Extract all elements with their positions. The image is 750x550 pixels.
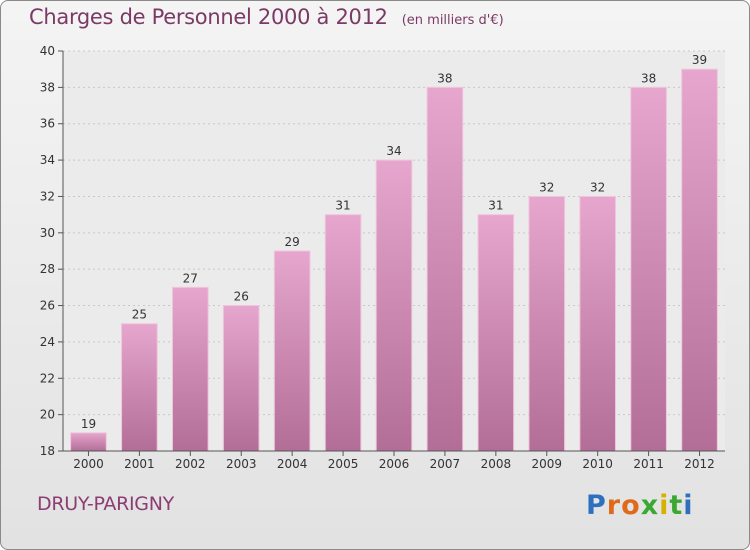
x-tick-label: 2011 — [633, 457, 664, 471]
bar-value-label: 27 — [183, 271, 198, 285]
y-tick-label: 24 — [40, 335, 55, 349]
bar — [681, 68, 718, 452]
y-tick-label: 22 — [40, 371, 55, 385]
x-tick-label: 2002 — [175, 457, 206, 471]
bar-value-label: 38 — [437, 71, 452, 85]
chart-subtitle: (en milliers d'€) — [401, 13, 504, 28]
y-tick-label: 20 — [40, 408, 55, 422]
bar-value-label: 32 — [539, 180, 554, 194]
logo-letter: x — [640, 490, 660, 521]
bar — [121, 323, 158, 452]
y-tick-label: 36 — [40, 117, 55, 131]
bar-value-label: 34 — [386, 144, 401, 158]
x-tick-label: 2008 — [481, 457, 512, 471]
x-tick-label: 2009 — [531, 457, 562, 471]
bar — [579, 195, 617, 452]
bar-value-label: 19 — [81, 417, 96, 431]
bar — [273, 250, 311, 452]
bar-value-label: 38 — [641, 71, 656, 85]
x-tick-label: 2001 — [124, 457, 155, 471]
x-tick-label: 2007 — [430, 457, 461, 471]
bar — [324, 214, 362, 452]
y-axis-ticks: 18 20 22 24 26 28 30 32 34 36 38 40 — [40, 44, 63, 458]
bar — [375, 159, 413, 452]
proxiti-logo: Proxiti — [586, 490, 694, 521]
bar — [477, 214, 515, 452]
logo-letter: r — [606, 490, 622, 521]
bar-value-label: 26 — [234, 290, 249, 304]
y-tick-label: 34 — [40, 153, 55, 167]
bar-value-label: 29 — [285, 235, 300, 249]
bars: 19 25 27 26 29 31 34 38 31 32 32 38 39 — [70, 53, 718, 452]
y-tick-label: 38 — [40, 80, 55, 94]
commune-name: DRUY-PARIGNY — [37, 493, 174, 515]
x-tick-label: 2006 — [379, 457, 410, 471]
y-tick-label: 30 — [40, 226, 55, 240]
bar — [630, 86, 667, 452]
y-tick-label: 18 — [40, 444, 55, 458]
logo-letter: i — [659, 490, 670, 521]
bar — [222, 305, 260, 452]
y-tick-label: 32 — [40, 189, 55, 203]
bar — [528, 195, 566, 452]
chart-title: Charges de Personnel 2000 à 2012 — [29, 5, 388, 29]
logo-letter: i — [683, 490, 694, 521]
bar-value-label: 32 — [590, 180, 605, 194]
y-tick-label: 28 — [40, 262, 55, 276]
bar-value-label: 31 — [335, 199, 350, 213]
bar — [70, 432, 107, 452]
x-tick-label: 2012 — [684, 457, 715, 471]
title-row: Charges de Personnel 2000 à 2012 (en mill… — [29, 5, 504, 29]
logo-letter: P — [586, 490, 607, 521]
y-tick-label: 26 — [40, 299, 55, 313]
y-tick-label: 40 — [40, 44, 55, 58]
bar-value-label: 31 — [488, 199, 503, 213]
x-tick-label: 2010 — [582, 457, 613, 471]
x-tick-label: 2003 — [226, 457, 257, 471]
logo-letter: o — [621, 490, 641, 521]
bar — [171, 286, 209, 452]
x-axis-ticks: 2000 2001 2002 2003 2004 2005 2006 2007 2008 2009… — [73, 451, 715, 471]
bar-value-label: 39 — [692, 53, 707, 67]
logo-letter: t — [669, 490, 684, 521]
bar-value-label: 25 — [132, 308, 147, 322]
x-tick-label: 2005 — [328, 457, 359, 471]
bar — [426, 86, 464, 452]
x-tick-label: 2000 — [73, 457, 104, 471]
x-tick-label: 2004 — [277, 457, 308, 471]
